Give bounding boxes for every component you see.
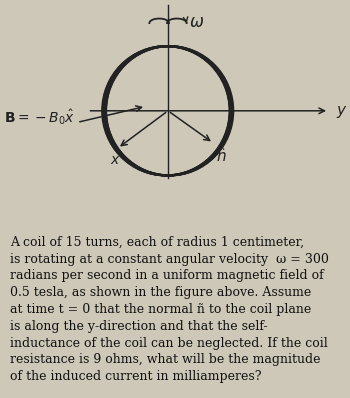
Text: y: y	[336, 103, 345, 118]
Text: A coil of 15 turns, each of radius 1 centimeter,
is rotating at a constant angul: A coil of 15 turns, each of radius 1 cen…	[10, 236, 329, 383]
Text: x: x	[110, 153, 119, 167]
Text: ω: ω	[190, 13, 203, 31]
Text: $\mathbf{B}=-B_0\hat{x}$: $\mathbf{B}=-B_0\hat{x}$	[4, 107, 75, 127]
Text: $\hat{n}$: $\hat{n}$	[216, 146, 226, 165]
